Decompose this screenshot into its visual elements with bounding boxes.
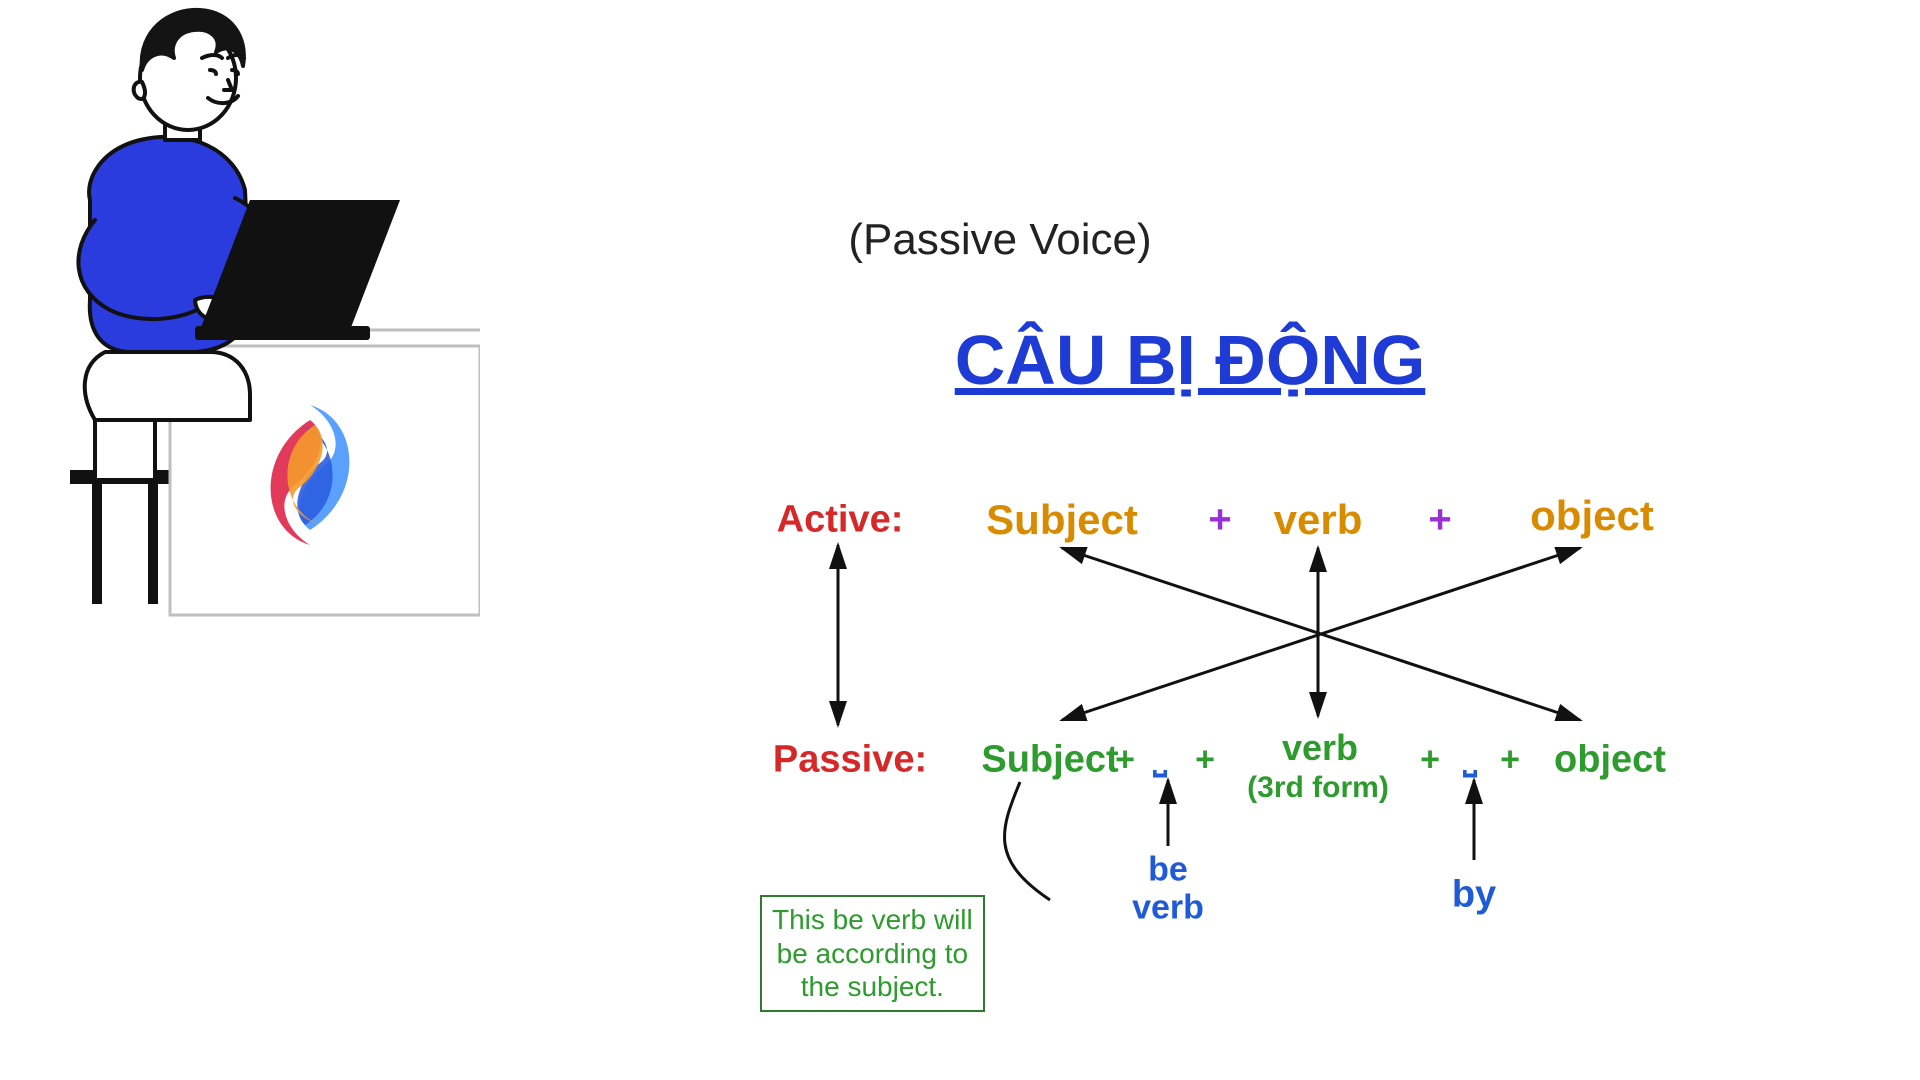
stage: (Passive Voice) CÂU BỊ ĐỘNG Active: Subj… bbox=[0, 0, 1920, 1080]
passive-plus-3: + bbox=[1420, 741, 1440, 780]
passive-plus-4: + bbox=[1500, 741, 1520, 780]
passive-verb: verb bbox=[1282, 727, 1358, 769]
passive-by-slot: ⎵ bbox=[1463, 739, 1477, 778]
passive-subject: Subject bbox=[981, 739, 1118, 782]
passive-object: object bbox=[1554, 739, 1666, 782]
passive-be-slot: ⎵ bbox=[1153, 739, 1167, 778]
note-box: This be verb willbe according tothe subj… bbox=[760, 895, 985, 1012]
active-plus-2: + bbox=[1428, 498, 1451, 543]
active-plus-1: + bbox=[1208, 498, 1231, 543]
active-label: Active: bbox=[777, 499, 904, 542]
active-object: object bbox=[1530, 492, 1654, 540]
subtitle: (Passive Voice) bbox=[848, 215, 1151, 265]
be-verb-line2: verb bbox=[1132, 889, 1204, 928]
passive-plus-2: + bbox=[1195, 741, 1215, 780]
passive-plus-1: + bbox=[1115, 741, 1135, 780]
passive-label: Passive: bbox=[773, 739, 927, 782]
be-verb-line1: be bbox=[1148, 851, 1188, 890]
illustration-person bbox=[0, 0, 480, 620]
note-text: This be verb willbe according tothe subj… bbox=[772, 904, 973, 1002]
passive-verb-form: (3rd form) bbox=[1247, 771, 1389, 805]
main-title: CÂU BỊ ĐỘNG bbox=[955, 320, 1426, 400]
active-subject: Subject bbox=[986, 496, 1138, 544]
active-verb: verb bbox=[1274, 496, 1363, 544]
by-label: by bbox=[1452, 874, 1496, 917]
